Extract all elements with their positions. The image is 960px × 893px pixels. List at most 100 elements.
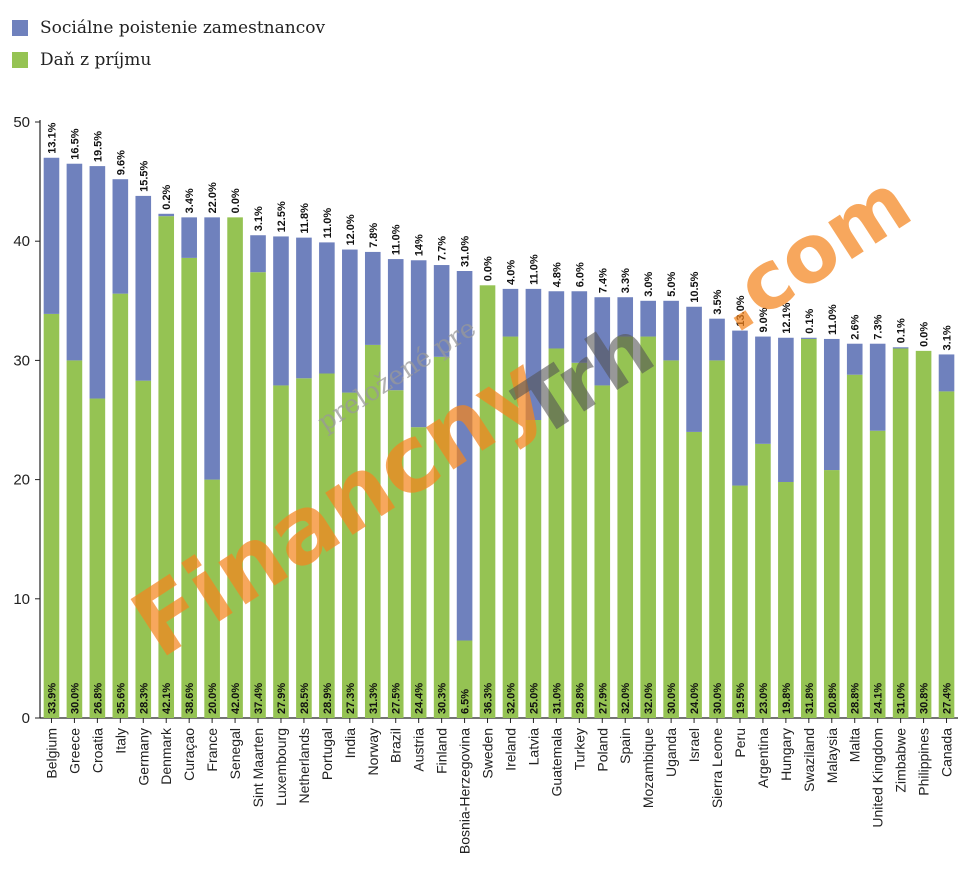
income-value-label: 6.5% <box>460 689 472 714</box>
x-category-label: Latvia <box>525 728 541 766</box>
social-value-label: 11.8% <box>299 203 311 234</box>
bar-social <box>89 166 106 399</box>
social-value-label: 5.0% <box>666 272 678 297</box>
bar-income <box>456 640 473 718</box>
social-value-label: 0.0% <box>919 322 931 347</box>
axes: 0 10 20 30 40 50 Belgium Greece Croatia Italy Germ… <box>13 114 958 854</box>
x-category-label: Spain <box>617 728 633 764</box>
social-value-label: 10.5% <box>689 271 701 302</box>
income-value-label: 24.0% <box>689 683 701 714</box>
social-value-label: 0.1% <box>804 308 816 333</box>
income-value-label: 26.8% <box>92 683 104 714</box>
social-value-label: 2.6% <box>850 314 862 339</box>
bar-social <box>181 217 197 258</box>
bars: 33.9% 13.1% 30.0% 16.5% 26.8% 19.5% 35.6% 9.6% 2… <box>43 122 955 719</box>
income-value-label: 30.3% <box>437 683 449 714</box>
legend-swatch-social <box>12 20 28 36</box>
bar-income <box>433 356 450 718</box>
x-category-label: Hungary <box>778 728 794 781</box>
income-value-label: 28.8% <box>850 683 862 714</box>
bar-social <box>869 343 886 431</box>
income-value-label: 24.4% <box>414 683 426 714</box>
bar-social <box>319 242 335 374</box>
income-value-label: 33.9% <box>46 683 58 714</box>
income-value-label: 31.8% <box>804 683 816 714</box>
legend: Sociálne poistenie zamestnancov Daň z pr… <box>12 12 325 76</box>
x-category-label: Sweden <box>480 728 496 779</box>
x-category-label: Canada <box>939 728 955 777</box>
social-value-label: 7.8% <box>368 223 380 248</box>
bar-social <box>250 235 266 273</box>
income-value-label: 31.0% <box>551 683 563 714</box>
legend-swatch-income <box>12 52 28 68</box>
social-value-label: 31.0% <box>460 236 472 267</box>
income-value-label: 32.0% <box>620 683 632 714</box>
social-value-label: 0.0% <box>483 256 495 281</box>
bar-income <box>892 348 909 718</box>
bar-social <box>66 163 83 361</box>
bar-social <box>732 330 748 486</box>
bar-income <box>617 336 634 718</box>
social-value-label: 15.5% <box>138 160 150 191</box>
income-value-label: 31.0% <box>896 683 908 714</box>
x-category-label: France <box>204 728 220 772</box>
social-value-label: 9.0% <box>758 307 770 332</box>
social-value-label: 16.5% <box>69 128 81 159</box>
x-category-label: Curaçao <box>181 728 197 781</box>
bar-income <box>640 336 656 718</box>
income-value-label: 35.6% <box>115 683 127 714</box>
income-value-label: 19.5% <box>735 683 747 714</box>
bar-social <box>823 338 840 471</box>
bar-income <box>801 338 817 718</box>
social-value-label: 4.8% <box>551 262 563 287</box>
y-tick-label: 20 <box>13 472 30 489</box>
x-category-label: Israel <box>686 728 702 762</box>
bar-social <box>686 306 702 432</box>
bar-income <box>89 398 106 718</box>
bar-social <box>709 318 725 361</box>
legend-item-social: Sociálne poistenie zamestnancov <box>12 12 325 44</box>
x-category-label: Mozambique <box>640 728 656 808</box>
bar-social <box>938 354 955 392</box>
bar-social <box>296 237 312 379</box>
social-value-label: 11.0% <box>827 304 839 335</box>
x-category-label: Finland <box>434 728 450 774</box>
bar-social <box>43 157 60 314</box>
bar-social <box>617 297 634 337</box>
bar-social <box>801 337 817 339</box>
bar-income <box>846 374 863 718</box>
income-value-label: 29.8% <box>574 683 586 714</box>
bar-income <box>686 431 702 718</box>
bar-income <box>387 390 404 718</box>
x-category-label: Austria <box>411 728 427 772</box>
social-value-label: 14% <box>414 234 426 256</box>
social-value-label: 6.0% <box>574 262 586 287</box>
income-value-label: 24.1% <box>873 683 885 714</box>
social-value-label: 3.5% <box>712 289 724 314</box>
bar-income <box>823 470 840 718</box>
social-value-label: 7.4% <box>597 268 609 293</box>
social-value-label: 3.3% <box>620 268 632 293</box>
bar-income <box>755 443 771 718</box>
bar-income <box>548 348 565 718</box>
bar-social <box>410 260 427 428</box>
x-category-label: Guatemala <box>548 728 564 797</box>
bar-income <box>571 362 588 718</box>
x-category-label: Zimbabwe <box>893 728 909 793</box>
bar-income <box>135 380 152 718</box>
income-value-label: 31.3% <box>368 683 380 714</box>
income-value-label: 28.9% <box>322 683 334 714</box>
bar-income <box>319 373 335 718</box>
x-category-label: Malta <box>847 728 863 762</box>
y-tick-label: 50 <box>13 114 30 131</box>
legend-item-income: Daň z príjmu <box>12 44 325 76</box>
bar-income <box>227 217 243 719</box>
bar-income <box>112 293 129 718</box>
bar-income <box>273 385 289 718</box>
bar-income <box>296 378 312 718</box>
social-value-label: 0.2% <box>161 184 173 209</box>
income-value-label: 23.0% <box>758 683 770 714</box>
social-value-label: 12.1% <box>781 302 793 333</box>
income-value-label: 20.0% <box>207 683 219 714</box>
